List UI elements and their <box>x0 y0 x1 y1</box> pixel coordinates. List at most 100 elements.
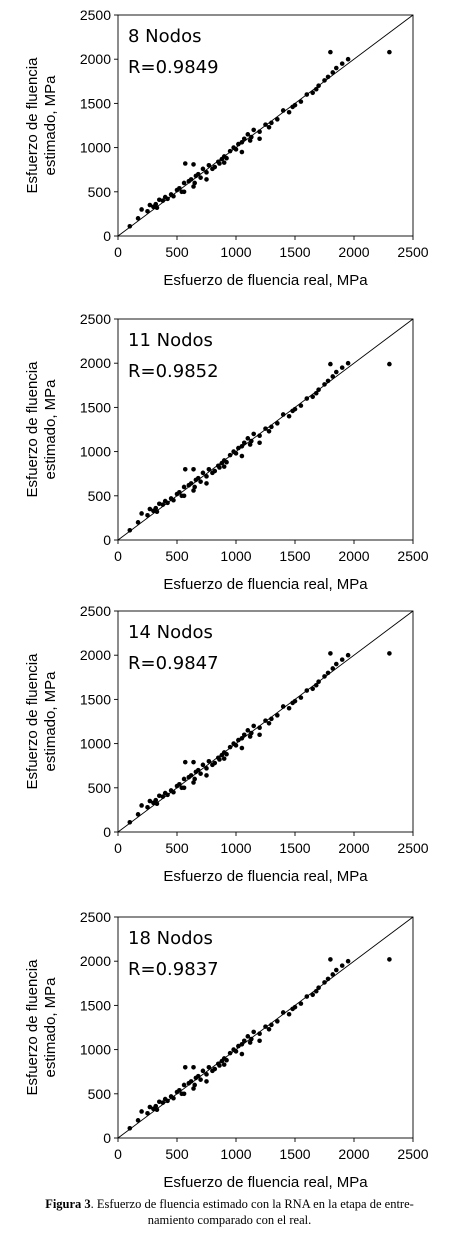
data-point <box>269 120 274 126</box>
data-point <box>191 162 196 167</box>
data-point <box>316 985 321 991</box>
data-point <box>204 170 209 175</box>
data-point <box>325 976 331 982</box>
data-point <box>245 436 251 441</box>
data-point <box>275 421 280 426</box>
data-point <box>249 438 254 444</box>
data-point <box>322 78 327 83</box>
y-axis-label-line-1: Esfuerzo de fluencia <box>24 361 41 498</box>
data-point <box>316 83 321 89</box>
data-point <box>198 479 203 484</box>
chart-panel-14-nodos: 0 500 1000 1500 2000 2500 0 500 1000 1500 2000 2500… <box>0 600 459 900</box>
data-point <box>266 124 272 130</box>
data-point <box>247 442 253 447</box>
data-point <box>206 162 212 168</box>
data-point <box>212 468 218 474</box>
x-tick-label: 1000 <box>220 244 251 260</box>
data-point <box>145 1110 150 1116</box>
data-point <box>188 773 194 778</box>
data-point <box>147 506 153 512</box>
chart-panel-11-nodos: 0 500 1000 1500 2000 2500 0 500 1000 1500 2000 2500… <box>0 300 459 600</box>
data-point <box>247 138 253 143</box>
data-point <box>310 394 316 400</box>
data-point <box>280 704 286 709</box>
y-tick-label: 0 <box>103 228 111 244</box>
data-point <box>334 65 339 71</box>
y-tick-label: 2000 <box>80 953 111 969</box>
y-tick-label: 2500 <box>80 311 111 327</box>
data-point <box>249 730 254 736</box>
y-tick-label: 2000 <box>80 51 111 67</box>
y-tick-label: 2500 <box>80 909 111 925</box>
data-point <box>330 70 336 75</box>
annotation-r-value: R=0.9852 <box>128 361 219 382</box>
data-point <box>245 1034 251 1039</box>
data-point <box>192 180 197 186</box>
data-point <box>181 484 187 490</box>
data-point <box>181 189 187 195</box>
data-point <box>313 988 319 994</box>
data-point <box>221 160 227 165</box>
data-point <box>224 1057 229 1063</box>
data-point <box>188 177 194 182</box>
data-point <box>157 501 162 507</box>
data-point <box>147 1104 153 1110</box>
data-point <box>171 789 176 795</box>
data-point <box>257 129 262 134</box>
data-point <box>275 713 280 718</box>
data-point <box>328 49 333 55</box>
y-tick-label: 1000 <box>80 1042 111 1058</box>
data-point <box>157 1099 162 1105</box>
data-point <box>204 766 209 771</box>
data-point <box>212 1066 218 1072</box>
data-point <box>204 1072 209 1077</box>
annotation-nodos: 8 Nodos <box>128 26 201 47</box>
data-point <box>191 780 196 785</box>
x-axis-label: Esfuerzo de fluencia real, MPa <box>163 868 368 885</box>
data-point <box>239 139 245 145</box>
data-point <box>325 74 331 80</box>
data-point <box>224 751 229 757</box>
data-point <box>135 520 141 525</box>
data-point <box>157 793 162 799</box>
data-point <box>275 1019 280 1024</box>
y-tick-label: 1000 <box>80 140 111 156</box>
x-axis-label: Esfuerzo de fluencia real, MPa <box>163 576 368 593</box>
x-tick-label: 1000 <box>220 1146 251 1162</box>
data-point <box>147 798 153 804</box>
data-point <box>233 147 239 152</box>
plot-frame <box>117 318 414 541</box>
data-point <box>275 117 280 122</box>
data-point <box>206 466 212 472</box>
y-axis-label-line-2: estimado, MPa <box>42 671 59 772</box>
plot-frame <box>117 610 414 833</box>
data-point <box>290 408 295 414</box>
y-axis-label-line-2: estimado, MPa <box>42 379 59 480</box>
data-point <box>160 502 166 507</box>
data-point <box>195 171 201 177</box>
data-point <box>147 202 153 208</box>
data-point <box>182 161 188 166</box>
scatter-chart-8-nodos: 0 500 1000 1500 2000 2500 0 500 1000 1500 2000 2500… <box>24 7 429 289</box>
y-axis-label-line-1: Esfuerzo de fluencia <box>24 653 41 790</box>
data-point <box>280 412 286 417</box>
data-point <box>247 734 253 739</box>
data-point <box>139 511 144 516</box>
data-point <box>263 122 268 127</box>
x-axis-label: Esfuerzo de fluencia real, MPa <box>163 272 368 289</box>
data-point <box>263 718 268 723</box>
data-point <box>181 1082 187 1088</box>
x-tick-label: 0 <box>114 840 122 856</box>
figure-caption-text-2: namiento comparado con el real. <box>147 1213 312 1227</box>
data-point <box>154 801 160 807</box>
data-point <box>153 505 159 511</box>
scatter-chart-18-nodos: 0 500 1000 1500 2000 2500 0 500 1000 1500 2000 2500… <box>24 909 429 1191</box>
data-point <box>171 497 176 503</box>
data-point <box>241 440 247 446</box>
data-point <box>212 164 218 170</box>
data-point <box>257 725 262 730</box>
data-point <box>316 387 321 393</box>
data-point <box>188 481 194 486</box>
data-point <box>160 1100 166 1105</box>
data-point <box>334 967 339 973</box>
